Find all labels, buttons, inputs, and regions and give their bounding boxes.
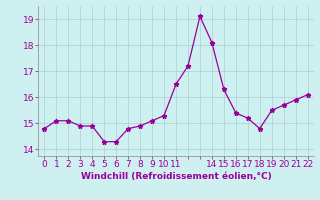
X-axis label: Windchill (Refroidissement éolien,°C): Windchill (Refroidissement éolien,°C)	[81, 172, 271, 181]
